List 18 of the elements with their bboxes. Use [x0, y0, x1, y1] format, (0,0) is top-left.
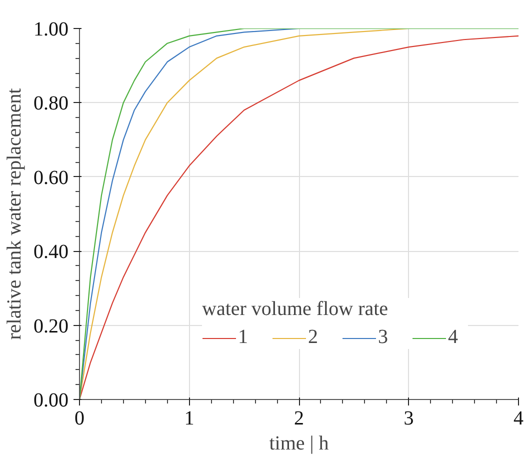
x-axis-title: time | h [269, 432, 329, 454]
legend-label: 4 [448, 326, 459, 349]
x-tick-label: 2 [294, 408, 304, 430]
legend-label: 1 [238, 326, 249, 349]
legend-label: 3 [378, 326, 389, 349]
x-tick-label: 0 [74, 408, 84, 430]
y-tick-label: 0.20 [34, 315, 68, 338]
legend-title: water volume flow rate [202, 298, 390, 321]
x-tick-label: 1 [184, 408, 194, 430]
legend-label: 2 [308, 326, 319, 349]
y-tick-label: 1.00 [34, 18, 68, 40]
y-axis-title: relative tank water replacement [4, 88, 26, 340]
x-tick-label: 4 [514, 408, 524, 430]
y-tick-label: 0.60 [34, 166, 68, 189]
y-tick-label: 0.40 [34, 241, 68, 264]
y-tick-label: 0.00 [34, 390, 68, 412]
y-tick-label: 0.80 [34, 92, 68, 115]
x-tick-label: 3 [404, 408, 414, 430]
